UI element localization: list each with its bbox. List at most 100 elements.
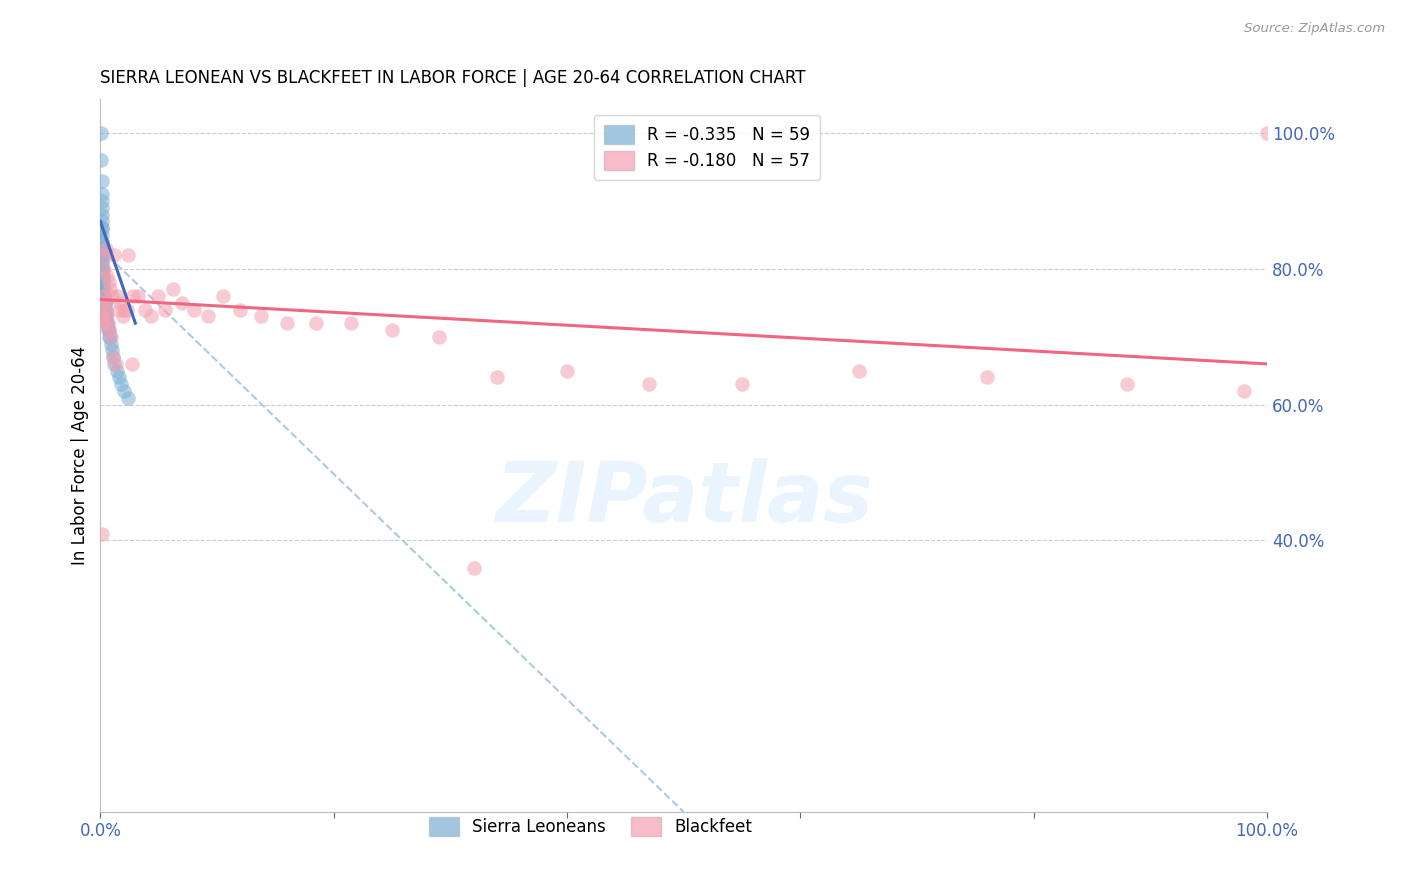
Text: ZIPatlas: ZIPatlas xyxy=(495,458,873,539)
Point xyxy=(91,310,114,324)
Point xyxy=(139,310,162,324)
Point xyxy=(427,330,450,344)
Point xyxy=(162,282,184,296)
Point xyxy=(381,323,404,337)
Point xyxy=(90,214,112,228)
Point xyxy=(94,295,117,310)
Point xyxy=(485,370,508,384)
Point xyxy=(96,310,118,324)
Point xyxy=(90,248,112,262)
Point xyxy=(93,289,115,303)
Point xyxy=(90,126,112,140)
Point xyxy=(97,316,120,330)
Point xyxy=(93,282,115,296)
Point xyxy=(93,289,115,303)
Point xyxy=(94,302,117,317)
Point xyxy=(93,282,115,296)
Point xyxy=(1256,126,1278,140)
Point xyxy=(117,391,139,405)
Point xyxy=(97,323,120,337)
Point xyxy=(93,289,115,303)
Point xyxy=(101,343,124,358)
Point xyxy=(101,289,124,303)
Point xyxy=(103,248,125,262)
Point xyxy=(91,268,114,283)
Point xyxy=(731,377,754,392)
Point xyxy=(90,194,112,208)
Point xyxy=(97,323,120,337)
Point xyxy=(94,302,117,317)
Point xyxy=(91,268,114,283)
Point xyxy=(90,208,112,222)
Point xyxy=(91,248,114,262)
Point xyxy=(96,268,118,283)
Point xyxy=(90,221,112,235)
Text: Source: ZipAtlas.com: Source: ZipAtlas.com xyxy=(1244,22,1385,36)
Point xyxy=(91,248,114,262)
Point xyxy=(104,357,127,371)
Point xyxy=(127,289,149,303)
Point xyxy=(96,316,118,330)
Point xyxy=(94,295,117,310)
Legend: Sierra Leoneans, Blackfeet: Sierra Leoneans, Blackfeet xyxy=(422,810,759,843)
Point xyxy=(211,289,233,303)
Point xyxy=(146,289,169,303)
Point xyxy=(103,357,125,371)
Point xyxy=(90,227,112,242)
Y-axis label: In Labor Force | Age 20-64: In Labor Force | Age 20-64 xyxy=(72,346,89,566)
Point xyxy=(94,302,117,317)
Point xyxy=(229,302,252,317)
Point xyxy=(197,310,219,324)
Point xyxy=(1116,377,1139,392)
Point xyxy=(637,377,659,392)
Point xyxy=(93,289,115,303)
Point xyxy=(110,377,132,392)
Point xyxy=(98,282,121,296)
Point xyxy=(108,370,131,384)
Text: SIERRA LEONEAN VS BLACKFEET IN LABOR FORCE | AGE 20-64 CORRELATION CHART: SIERRA LEONEAN VS BLACKFEET IN LABOR FOR… xyxy=(100,69,806,87)
Point xyxy=(117,248,139,262)
Point xyxy=(134,302,156,317)
Point xyxy=(90,201,112,215)
Point xyxy=(91,248,114,262)
Point xyxy=(91,255,114,269)
Point xyxy=(90,242,112,256)
Point xyxy=(93,261,115,276)
Point xyxy=(96,310,118,324)
Point xyxy=(90,235,112,249)
Point xyxy=(848,364,870,378)
Point xyxy=(91,276,114,290)
Point xyxy=(90,242,112,256)
Point xyxy=(93,295,115,310)
Point xyxy=(276,316,298,330)
Point xyxy=(91,526,114,541)
Point xyxy=(98,330,121,344)
Point xyxy=(91,261,114,276)
Point xyxy=(91,268,114,283)
Point xyxy=(94,310,117,324)
Point xyxy=(91,261,114,276)
Point xyxy=(105,289,128,303)
Point xyxy=(94,295,117,310)
Point xyxy=(183,302,205,317)
Point xyxy=(90,174,112,188)
Point xyxy=(93,289,115,303)
Point xyxy=(91,276,114,290)
Point xyxy=(108,302,131,317)
Point xyxy=(112,384,135,398)
Point xyxy=(115,302,138,317)
Point xyxy=(1232,384,1254,398)
Point xyxy=(122,289,145,303)
Point xyxy=(98,323,121,337)
Point xyxy=(91,255,114,269)
Point xyxy=(153,302,176,317)
Point xyxy=(250,310,273,324)
Point xyxy=(105,364,128,378)
Point xyxy=(112,302,135,317)
Point xyxy=(98,330,121,344)
Point xyxy=(93,282,115,296)
Point xyxy=(121,357,143,371)
Point xyxy=(90,187,112,202)
Point xyxy=(555,364,578,378)
Point xyxy=(100,336,122,351)
